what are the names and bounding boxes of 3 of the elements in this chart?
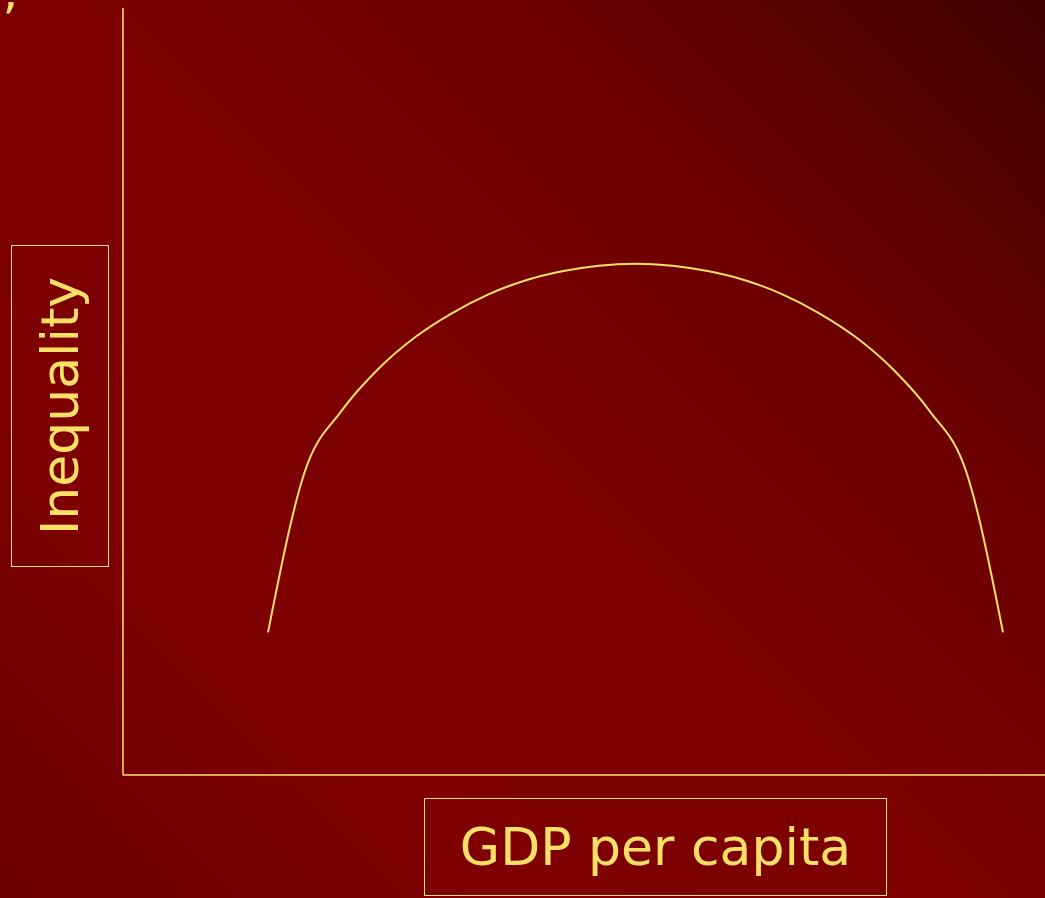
- text: ’: [2, 0, 18, 50]
- y-axis-title: Inequality: [30, 276, 91, 536]
- x-axis-title: GDP per capita: [424, 798, 887, 896]
